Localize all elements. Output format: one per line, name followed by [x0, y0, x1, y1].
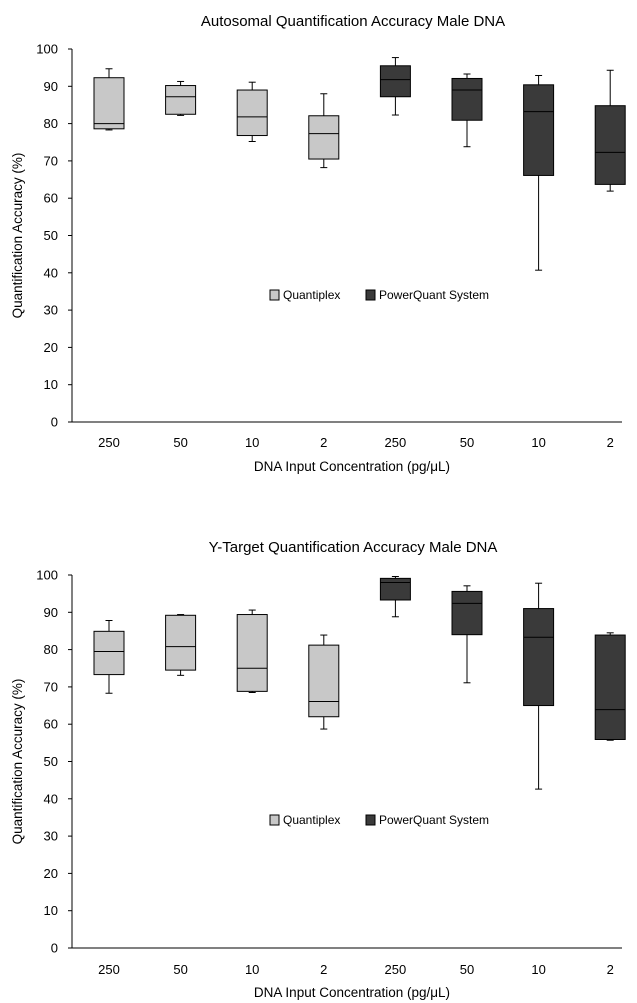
y-tick-label: 90	[44, 79, 58, 94]
x-tick-label: 2	[607, 962, 614, 977]
box-quantiplex-10	[236, 609, 268, 693]
y-tick-label: 40	[44, 265, 58, 280]
y-tick-label: 90	[44, 605, 58, 620]
y-tick-label: 0	[51, 941, 58, 956]
x-axis-label: DNA Input Concentration (pg/μL)	[254, 459, 450, 474]
legend-swatch-powerquant	[365, 289, 376, 301]
y-tick-label: 40	[44, 791, 58, 806]
x-tick-label: 250	[385, 435, 407, 450]
x-axis-label: DNA Input Concentration (pg/μL)	[254, 985, 450, 1000]
y-tick-label: 50	[44, 228, 58, 243]
y-tick-label: 60	[44, 191, 58, 206]
x-tick-label: 2	[320, 962, 327, 977]
y-tick-label: 80	[44, 642, 58, 657]
iqr-box	[379, 65, 411, 98]
y-tick-label: 70	[44, 679, 58, 694]
legend: Quantiplex PowerQuant System	[269, 813, 489, 827]
x-tick-label: 2	[607, 435, 614, 450]
y-tick-label: 20	[44, 340, 58, 355]
y-tick-label: 70	[44, 153, 58, 168]
y-tick-label: 30	[44, 829, 58, 844]
box-quantiplex-2	[308, 634, 340, 730]
y-axis-label: Quantification Accuracy (%)	[10, 679, 25, 845]
iqr-box	[523, 84, 555, 176]
iqr-box	[308, 644, 340, 718]
x-tick-label: 10	[245, 435, 259, 450]
box-quantiplex-2	[308, 93, 340, 169]
legend-swatch-powerquant	[365, 814, 376, 826]
iqr-box	[236, 614, 268, 692]
box-powerquant-10	[523, 74, 555, 271]
y-tick-label: 10	[44, 377, 58, 392]
x-tick-label: 50	[460, 962, 474, 977]
box-powerquant-50	[451, 73, 483, 148]
legend-label-powerquant: PowerQuant System	[379, 813, 489, 827]
box-powerquant-250	[379, 57, 411, 116]
iqr-box	[308, 115, 340, 160]
legend-label-quantiplex: Quantiplex	[283, 288, 340, 302]
autosomal-panel: Autosomal Quantification Accuracy Male D…	[10, 13, 626, 474]
iqr-box	[379, 577, 411, 601]
x-tick-label: 2	[320, 435, 327, 450]
y-tick-label: 20	[44, 866, 58, 881]
x-tick-label: 250	[98, 962, 120, 977]
y-tick-label: 50	[44, 754, 58, 769]
box-quantiplex-10	[236, 81, 268, 143]
box-powerquant-250	[379, 575, 411, 618]
legend-label-powerquant: PowerQuant System	[379, 288, 489, 302]
y-tick-label: 30	[44, 303, 58, 318]
box-powerquant-2	[594, 69, 626, 192]
y-tick-label: 80	[44, 116, 58, 131]
iqr-box	[93, 630, 125, 676]
box-powerquant-2	[594, 632, 626, 741]
x-tick-label: 250	[385, 962, 407, 977]
iqr-box	[594, 105, 626, 185]
iqr-box	[93, 77, 125, 130]
x-tick-label: 250	[98, 435, 120, 450]
iqr-box	[451, 77, 483, 121]
iqr-box	[523, 608, 555, 707]
iqr-box	[165, 85, 197, 115]
box-powerquant-10	[523, 582, 555, 790]
chart-title: Autosomal Quantification Accuracy Male D…	[201, 13, 505, 30]
x-tick-label: 50	[173, 435, 187, 450]
legend-label-quantiplex: Quantiplex	[283, 813, 340, 827]
y-tick-label: 100	[36, 42, 58, 57]
y-target-panel: Y-Target Quantification Accuracy Male DN…	[10, 539, 626, 1000]
legend-swatch-quantiplex	[269, 814, 280, 826]
y-tick-label: 0	[51, 415, 58, 430]
box-quantiplex-250	[93, 620, 125, 694]
x-tick-label: 10	[531, 435, 545, 450]
iqr-box	[165, 614, 197, 671]
y-tick-label: 60	[44, 717, 58, 732]
iqr-box	[451, 590, 483, 636]
box-quantiplex-50	[165, 614, 197, 676]
x-tick-label: 50	[460, 435, 474, 450]
y-axis-label: Quantification Accuracy (%)	[10, 153, 25, 319]
legend-swatch-quantiplex	[269, 289, 280, 301]
box-quantiplex-50	[165, 80, 197, 116]
box-powerquant-50	[451, 585, 483, 684]
x-tick-label: 10	[531, 962, 545, 977]
y-tick-label: 10	[44, 903, 58, 918]
x-tick-label: 50	[173, 962, 187, 977]
legend: Quantiplex PowerQuant System	[269, 288, 489, 302]
y-tick-label: 100	[36, 568, 58, 583]
iqr-box	[236, 89, 268, 137]
box-quantiplex-250	[93, 68, 125, 131]
chart-title: Y-Target Quantification Accuracy Male DN…	[209, 539, 498, 556]
iqr-box	[594, 634, 626, 740]
x-tick-label: 10	[245, 962, 259, 977]
